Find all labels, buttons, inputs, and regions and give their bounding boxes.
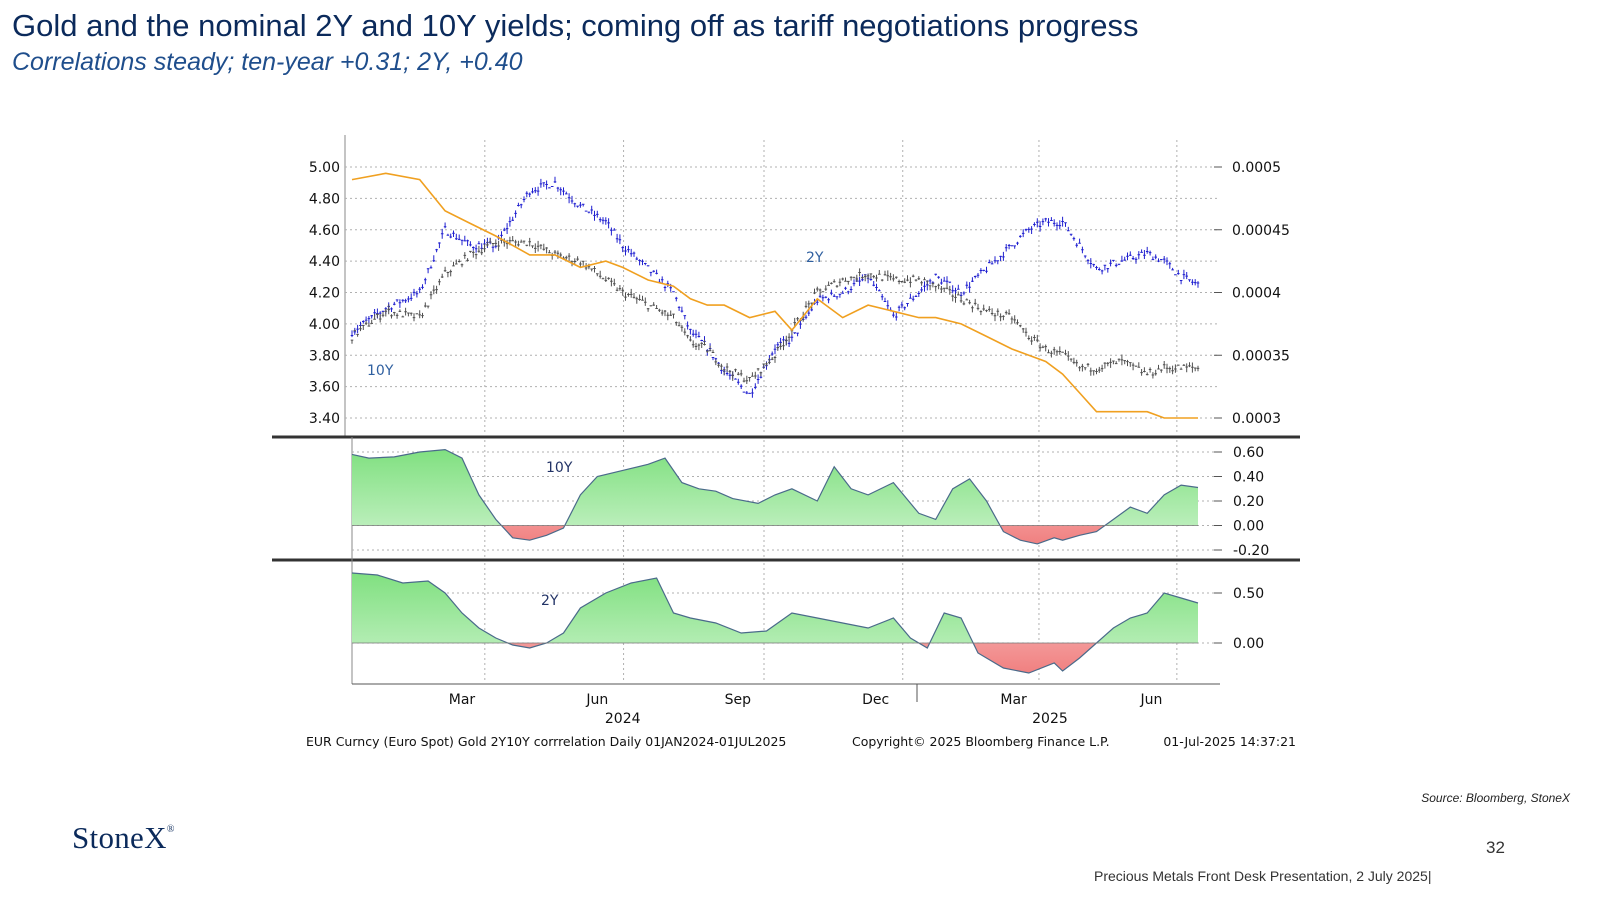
- x-year-tick: 2024: [605, 711, 641, 727]
- ohlc-bars-10y: [350, 176, 1200, 398]
- logo-registered-mark: ®: [166, 824, 175, 835]
- right-axis-tick: 0.0003: [1232, 411, 1281, 427]
- left-axis-tick: 3.80: [309, 348, 340, 364]
- x-month-tick: Sep: [725, 692, 752, 708]
- slide-subtitle: Correlations steady; ten-year +0.31; 2Y,…: [12, 48, 523, 76]
- right-axis-tick: 0.0004: [1232, 286, 1281, 302]
- right-axis-tick: 0.00045: [1232, 223, 1290, 239]
- page-number: 32: [1486, 838, 1505, 857]
- left-axis-tick: 4.60: [309, 223, 340, 239]
- chart-copyright: Copyright© 2025 Bloomberg Finance L.P.: [852, 734, 1110, 749]
- corr-line-2: [351, 572, 1199, 674]
- series-label-2y: 2Y: [806, 250, 824, 266]
- left-axis-tick: 4.00: [309, 317, 340, 333]
- corr-axis-tick: -0.20: [1233, 543, 1269, 559]
- right-axis-tick: 0.00035: [1232, 348, 1290, 364]
- chart-timestamp: 01-Jul-2025 14:37:21: [1163, 734, 1296, 749]
- source-note: Source: Bloomberg, StoneX: [1421, 791, 1570, 805]
- x-month-tick: Mar: [1000, 692, 1027, 708]
- price-series: [350, 172, 1200, 419]
- right-axis-tick: 0.0005: [1232, 160, 1281, 176]
- chart-title-caption: EUR Curncy (Euro Spot) Gold 2Y10Y corrre…: [306, 734, 786, 749]
- x-month-tick: Mar: [449, 692, 476, 708]
- correlation-areas: [351, 448, 1199, 674]
- x-month-tick: Jun: [585, 692, 608, 708]
- series-label-10y: 10Y: [367, 363, 394, 379]
- series-ohlc-10y: [350, 176, 1200, 398]
- stonex-logo: StoneX®: [72, 820, 175, 856]
- bloomberg-chart: 5.00 4.80 4.60 4.40 4.20 4.00 3.80 3.60 3.40 0.00…: [272, 135, 1300, 749]
- panel-label-2y: 2Y: [541, 593, 559, 609]
- series-line-gold: [351, 172, 1198, 419]
- corr-axis-tick: 0.50: [1233, 586, 1264, 602]
- corr-positive-area-1: [352, 449, 1198, 526]
- left-axis-tick: 4.40: [309, 254, 340, 270]
- corr-negative-area-1: [352, 525, 1198, 544]
- corr-axis-tick: 0.60: [1233, 445, 1264, 461]
- series-ohlc-2y: [350, 236, 1200, 384]
- grid-lines: [345, 140, 1220, 682]
- corr-line-1: [351, 448, 1199, 545]
- left-axis-tick: 3.40: [309, 411, 340, 427]
- x-year-tick: 2025: [1032, 711, 1068, 727]
- corr-negative-area-2: [352, 643, 1198, 673]
- corr-axis-tick: 0.20: [1233, 494, 1264, 510]
- left-axis-tick: 4.80: [309, 191, 340, 207]
- x-month-tick: Jun: [1140, 692, 1163, 708]
- footer-text: Precious Metals Front Desk Presentation,…: [1094, 868, 1432, 884]
- left-axis-tick: 5.00: [309, 160, 340, 176]
- corr-positive-area-2: [352, 573, 1198, 643]
- left-axis-tick: 4.20: [309, 286, 340, 302]
- logo-text: StoneX: [72, 820, 167, 855]
- slide-title: Gold and the nominal 2Y and 10Y yields; …: [12, 8, 1139, 43]
- ohlc-bars-2y: [350, 236, 1200, 384]
- panel-label-10y: 10Y: [546, 460, 573, 476]
- corr-axis-tick: 0.00: [1233, 636, 1264, 652]
- left-axis-tick: 3.60: [309, 380, 340, 396]
- corr-axis-tick: 0.40: [1233, 470, 1264, 486]
- axis-tick-labels: 5.00 4.80 4.60 4.40 4.20 4.00 3.80 3.60 3.40 0.00…: [309, 160, 1290, 727]
- x-month-tick: Dec: [862, 692, 889, 708]
- corr-axis-tick: 0.00: [1233, 519, 1264, 535]
